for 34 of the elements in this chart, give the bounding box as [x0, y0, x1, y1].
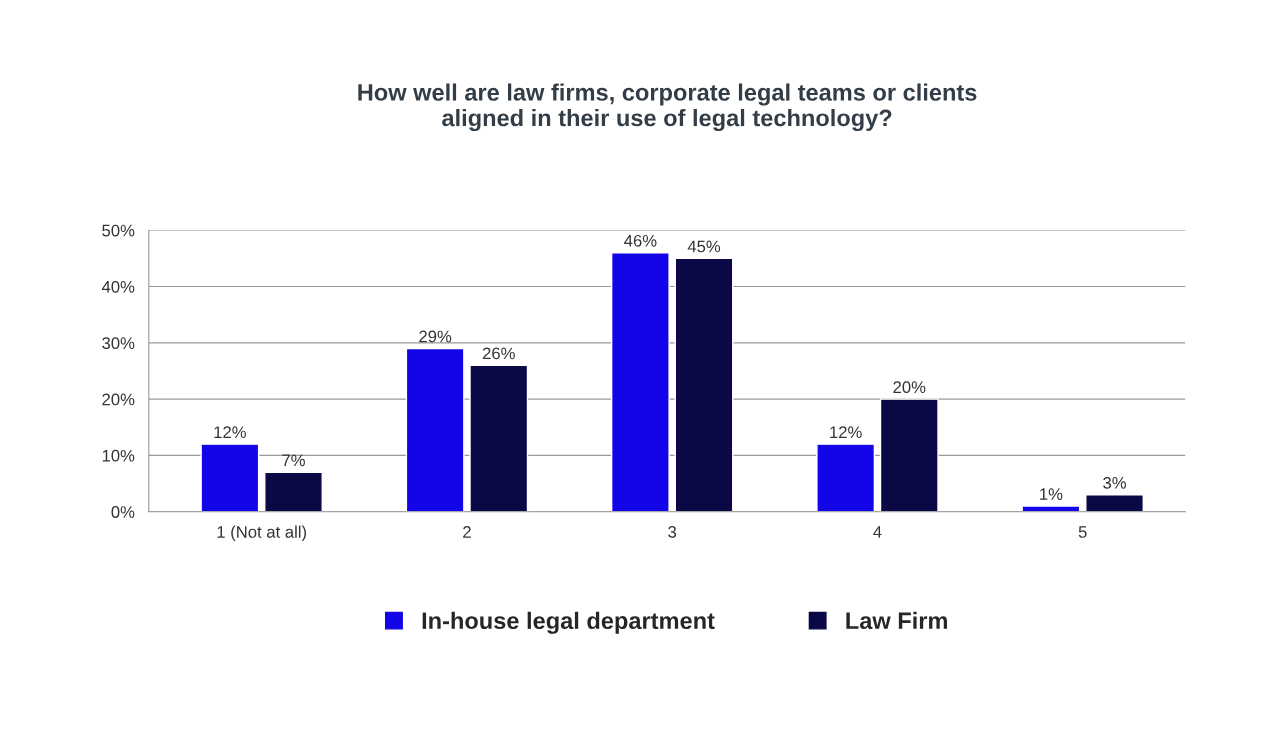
bar [879, 398, 939, 512]
chart-title: How well are law firms, corporate legal teams or clients aligned in their use of legal technology? [358, 83, 977, 132]
data-label: 7% [282, 454, 305, 467]
bar [1021, 505, 1081, 512]
data-label: 26% [482, 347, 515, 360]
data-label: 29% [419, 330, 452, 343]
legend-label: In-house legal department [422, 611, 715, 634]
bar [264, 471, 323, 512]
data-label: 20% [893, 381, 926, 394]
bar [674, 257, 734, 512]
bar [405, 347, 465, 512]
bar [200, 443, 260, 512]
data-label: 12% [214, 426, 246, 439]
y-tick-label: 30% [102, 337, 135, 350]
data-label: 46% [624, 234, 657, 247]
y-tick-label: 0% [111, 506, 135, 518]
x-tick-label: 1 (Not at all) [217, 525, 307, 542]
data-label: 12% [830, 426, 862, 439]
data-label: 1% [1040, 488, 1063, 500]
bar [469, 364, 529, 512]
x-tick-label: 4 [873, 526, 882, 538]
bar [816, 443, 876, 512]
data-label: 45% [687, 240, 721, 253]
bar [610, 252, 670, 512]
legend-label: Law Firm [846, 611, 947, 630]
y-tick-label: 10% [102, 449, 135, 462]
y-tick-label: 50% [102, 224, 135, 237]
x-tick-label: 3 [668, 526, 677, 538]
x-tick-label: 5 [1078, 526, 1087, 538]
y-tick-label: 20% [102, 393, 135, 406]
bar [1085, 494, 1144, 512]
x-tick-label: 2 [463, 526, 471, 538]
data-label: 3% [1103, 476, 1126, 489]
y-tick-label: 40% [101, 280, 135, 293]
